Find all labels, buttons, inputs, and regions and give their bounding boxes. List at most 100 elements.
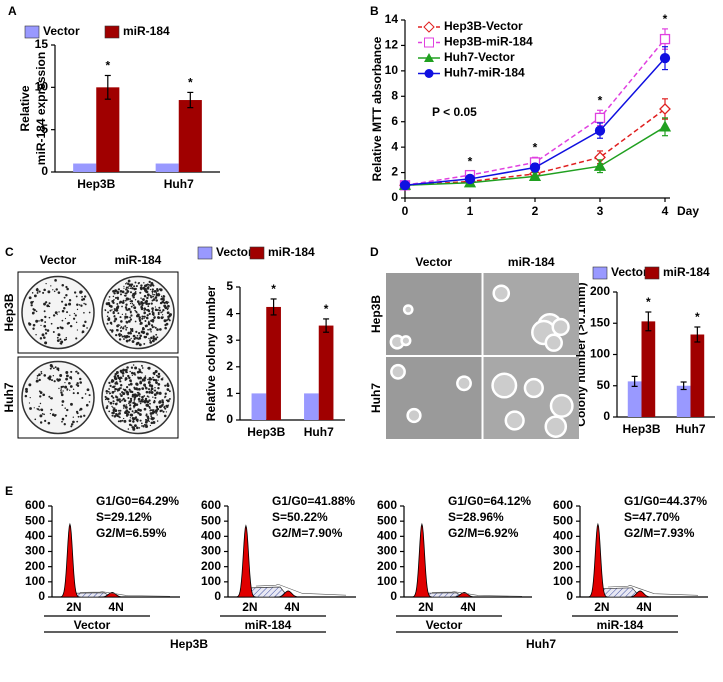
colony (161, 378, 164, 381)
condition-label: Vector (74, 618, 111, 632)
colony (113, 407, 115, 410)
colony (69, 314, 71, 316)
colony (154, 289, 157, 292)
colony (144, 324, 147, 327)
colony (125, 339, 129, 343)
stat-label: G1/G0=41.88% (272, 494, 355, 508)
cell-line-label: Hep3B (170, 637, 208, 651)
colony (129, 397, 133, 401)
legend-label: miR-184 (663, 265, 710, 279)
stat-label: G1/G0=64.12% (448, 494, 531, 508)
colony (58, 387, 60, 390)
bar (627, 381, 642, 417)
colony (144, 320, 147, 322)
colony (126, 282, 128, 284)
colony (151, 409, 154, 412)
colony (115, 371, 119, 374)
colony (119, 289, 123, 293)
colony (29, 407, 32, 410)
colony (115, 297, 117, 299)
colony (134, 366, 138, 370)
colony (504, 410, 525, 431)
y-axis-label: Relative MTT absorbance (370, 36, 384, 181)
colony (144, 399, 148, 403)
colony (135, 403, 139, 406)
colony (137, 387, 141, 391)
colony (79, 409, 81, 411)
x-tick-label: 0 (402, 204, 409, 218)
colony (122, 290, 124, 293)
colony (127, 307, 131, 311)
colony (122, 417, 125, 420)
colony (86, 388, 90, 392)
colony (141, 371, 143, 374)
colony (153, 316, 156, 319)
colony (134, 409, 137, 413)
colony (65, 294, 68, 297)
colony (141, 378, 145, 382)
colony (56, 378, 59, 381)
colony (152, 396, 154, 398)
colony (58, 311, 60, 313)
colony (122, 327, 125, 330)
colony (150, 302, 153, 305)
panel-label: D (370, 245, 379, 259)
colony (32, 308, 35, 311)
colony (118, 338, 122, 341)
colony (121, 335, 124, 338)
colony (149, 402, 151, 405)
colony (35, 319, 39, 323)
colony (139, 402, 142, 405)
colony (119, 393, 122, 395)
colony (126, 366, 129, 369)
colony (148, 399, 151, 402)
legend-swatch (104, 25, 120, 39)
colony (124, 318, 126, 320)
cell-cycle-peak (274, 590, 303, 598)
colony (79, 377, 82, 381)
colony (132, 372, 136, 375)
colony (148, 391, 151, 394)
colony (142, 286, 146, 290)
colony (144, 418, 148, 421)
y-tick-label: 200 (201, 559, 221, 573)
colony (114, 377, 118, 381)
stat-label: G2/M=7.93% (624, 526, 695, 540)
colony (36, 290, 39, 292)
colony (47, 290, 51, 294)
colony (123, 407, 125, 409)
marker (593, 159, 607, 171)
colony (151, 290, 154, 293)
colony (69, 324, 73, 328)
colony (139, 319, 142, 321)
colony (65, 336, 67, 339)
colony (150, 281, 154, 285)
colony (126, 297, 130, 301)
condition-label: miR-184 (597, 618, 644, 632)
outline (431, 591, 523, 597)
colony (151, 299, 154, 302)
colony (72, 420, 75, 424)
colony (40, 318, 44, 322)
colony (79, 290, 83, 294)
colony (49, 397, 52, 400)
colony (164, 384, 167, 387)
significance-mark: * (695, 310, 700, 324)
colony (125, 414, 129, 417)
colony (155, 293, 159, 297)
colony (124, 405, 128, 409)
x-tick-label: 1 (467, 204, 474, 218)
colony (75, 384, 78, 386)
colony (121, 305, 123, 308)
colony (132, 401, 136, 405)
bar (96, 87, 120, 172)
colony (164, 326, 167, 330)
colony (168, 390, 171, 393)
colony (155, 405, 159, 409)
colony (127, 411, 131, 414)
colony (109, 401, 113, 405)
colony (125, 390, 129, 394)
colony (38, 290, 41, 293)
y-tick-label: 3 (226, 332, 233, 346)
